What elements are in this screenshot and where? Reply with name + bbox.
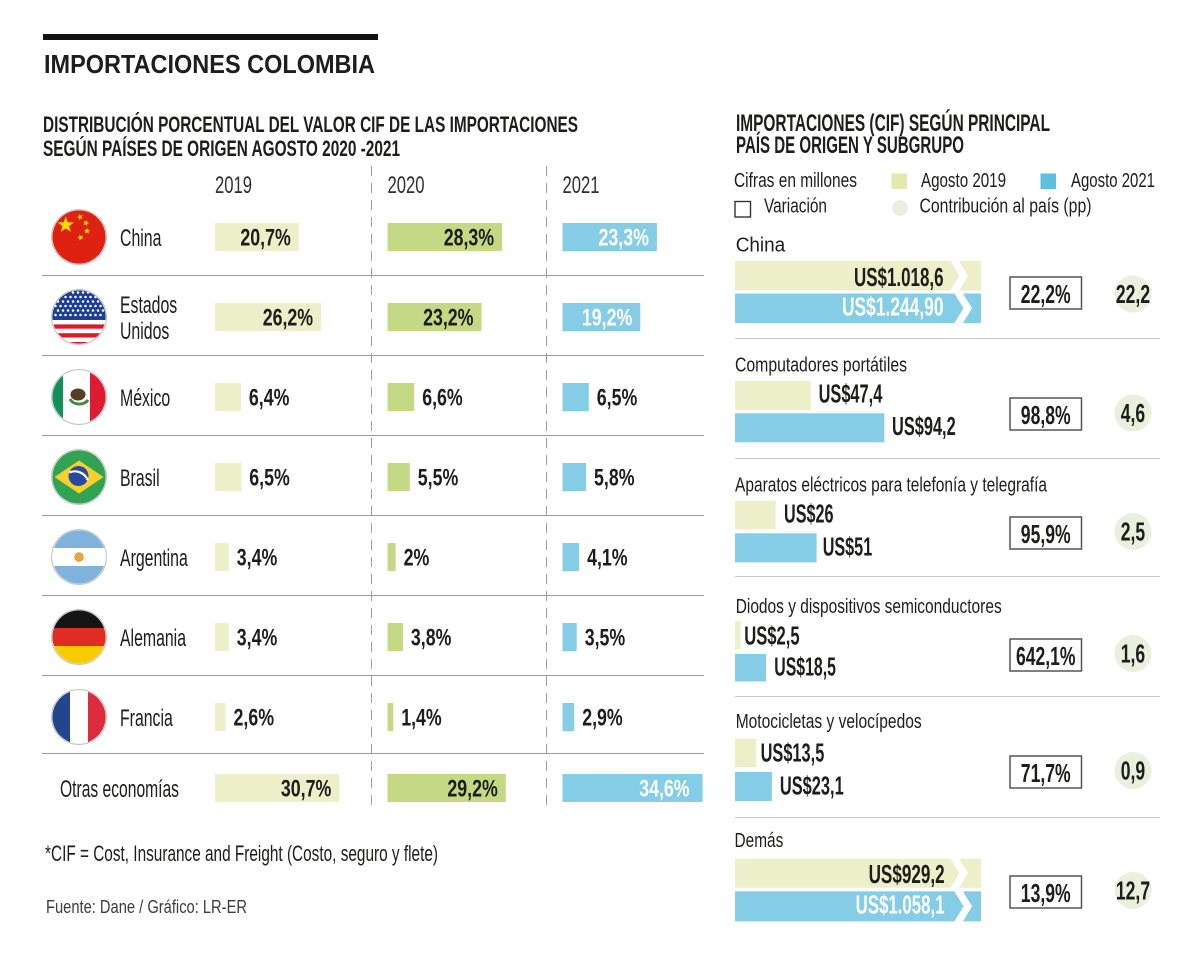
svg-text:DISTRIBUCIÓN PORCENTUAL DEL VA: DISTRIBUCIÓN PORCENTUAL DEL VALOR CIF DE… bbox=[43, 112, 578, 137]
svg-text:US$18,5: US$18,5 bbox=[774, 652, 836, 682]
svg-text:6,5%: 6,5% bbox=[249, 465, 289, 492]
svg-text:2019: 2019 bbox=[215, 172, 252, 199]
svg-text:3,8%: 3,8% bbox=[411, 625, 452, 652]
svg-text:US$1.018,6: US$1.018,6 bbox=[854, 262, 944, 292]
svg-text:US$1.244,90: US$1.244,90 bbox=[842, 292, 944, 322]
svg-text:China: China bbox=[120, 225, 162, 252]
svg-text:6,6%: 6,6% bbox=[422, 385, 463, 412]
svg-text:Aparatos eléctricos para telef: Aparatos eléctricos para telefonía y tel… bbox=[735, 473, 1047, 496]
svg-text:4,1%: 4,1% bbox=[587, 545, 628, 572]
svg-text:23,3%: 23,3% bbox=[599, 225, 649, 252]
svg-text:29,2%: 29,2% bbox=[447, 776, 497, 803]
svg-text:642,1%: 642,1% bbox=[1016, 641, 1076, 671]
svg-text:US$51: US$51 bbox=[823, 532, 873, 562]
svg-text:Computadores portátiles: Computadores portátiles bbox=[735, 354, 907, 377]
svg-text:US$2,5: US$2,5 bbox=[744, 620, 800, 650]
svg-text:22,2: 22,2 bbox=[1116, 279, 1150, 309]
svg-text:22,2%: 22,2% bbox=[1021, 279, 1071, 309]
svg-text:2,5: 2,5 bbox=[1121, 517, 1145, 547]
svg-text:6,4%: 6,4% bbox=[249, 385, 290, 412]
svg-text:0,9: 0,9 bbox=[1121, 756, 1145, 786]
svg-text:PAÍS DE ORIGEN Y SUBGRUPO: PAÍS DE ORIGEN Y SUBGRUPO bbox=[736, 131, 964, 159]
svg-text:Unidos: Unidos bbox=[120, 318, 169, 345]
svg-text:Alemania: Alemania bbox=[120, 625, 186, 652]
svg-text:Contribución al país (pp): Contribución al país (pp) bbox=[920, 195, 1092, 217]
svg-text:Motocicletas y velocípedos: Motocicletas y velocípedos bbox=[736, 710, 922, 733]
svg-text:IMPORTACIONES COLOMBIA: IMPORTACIONES COLOMBIA bbox=[44, 49, 375, 79]
svg-text:3,4%: 3,4% bbox=[237, 545, 277, 572]
svg-text:1,6: 1,6 bbox=[1121, 639, 1145, 669]
svg-text:China: China bbox=[736, 234, 786, 257]
svg-text:2021: 2021 bbox=[563, 172, 600, 199]
svg-text:2%: 2% bbox=[404, 545, 430, 572]
svg-text:Agosto 2019: Agosto 2019 bbox=[921, 170, 1006, 192]
svg-text:US$23,1: US$23,1 bbox=[780, 771, 844, 801]
svg-text:34,6%: 34,6% bbox=[639, 776, 689, 803]
svg-text:20,7%: 20,7% bbox=[240, 225, 290, 252]
svg-text:IMPORTACIONES (CIF) SEGÚN PRIN: IMPORTACIONES (CIF) SEGÚN PRINCIPAL bbox=[736, 109, 1050, 137]
svg-text:Otras economías: Otras economías bbox=[60, 776, 179, 803]
svg-text:*CIF = Cost, Insurance and Fre: *CIF = Cost, Insurance and Freight (Cost… bbox=[45, 841, 438, 866]
svg-text:Demás: Demás bbox=[735, 829, 784, 852]
svg-text:28,3%: 28,3% bbox=[444, 225, 494, 252]
svg-text:98,8%: 98,8% bbox=[1021, 400, 1071, 430]
svg-text:Argentina: Argentina bbox=[120, 545, 188, 572]
svg-text:Fuente: Dane / Gráfico: LR-ER: Fuente: Dane / Gráfico: LR-ER bbox=[46, 897, 247, 917]
svg-text:2,9%: 2,9% bbox=[582, 705, 623, 732]
svg-text:Agosto 2021: Agosto 2021 bbox=[1071, 170, 1155, 192]
svg-text:12,7: 12,7 bbox=[1116, 876, 1150, 906]
svg-text:30,7%: 30,7% bbox=[281, 776, 331, 803]
svg-text:1,4%: 1,4% bbox=[401, 705, 442, 732]
svg-text:Brasil: Brasil bbox=[120, 465, 160, 492]
svg-text:Francia: Francia bbox=[120, 705, 173, 732]
svg-text:Diodos y dispositivos semicond: Diodos y dispositivos semiconductores bbox=[736, 595, 1002, 618]
svg-text:5,5%: 5,5% bbox=[418, 465, 459, 492]
svg-text:3,4%: 3,4% bbox=[237, 625, 277, 652]
svg-text:Estados: Estados bbox=[120, 292, 177, 319]
svg-text:Cifras en millones: Cifras en millones bbox=[734, 170, 857, 192]
svg-text:US$47,4: US$47,4 bbox=[819, 379, 883, 409]
svg-text:US$26: US$26 bbox=[784, 499, 834, 529]
svg-text:2,6%: 2,6% bbox=[234, 705, 275, 732]
svg-text:US$13,5: US$13,5 bbox=[761, 738, 825, 768]
svg-text:US$94,2: US$94,2 bbox=[892, 411, 956, 441]
svg-text:19,2%: 19,2% bbox=[582, 305, 632, 332]
svg-text:23,2%: 23,2% bbox=[423, 305, 473, 332]
svg-text:México: México bbox=[120, 385, 170, 412]
svg-text:71,7%: 71,7% bbox=[1021, 758, 1071, 788]
svg-text:4,6: 4,6 bbox=[1121, 398, 1145, 428]
svg-text:95,9%: 95,9% bbox=[1021, 519, 1071, 549]
svg-text:SEGÚN PAÍSES DE ORIGEN AGOSTO: SEGÚN PAÍSES DE ORIGEN AGOSTO 2020 -2021 bbox=[43, 136, 400, 161]
svg-text:3,5%: 3,5% bbox=[585, 625, 626, 652]
svg-text:26,2%: 26,2% bbox=[263, 305, 313, 332]
svg-text:US$929,2: US$929,2 bbox=[869, 859, 945, 889]
svg-text:13,9%: 13,9% bbox=[1021, 878, 1071, 908]
svg-text:Variación: Variación bbox=[764, 195, 827, 217]
svg-text:5,8%: 5,8% bbox=[594, 465, 635, 492]
svg-text:2020: 2020 bbox=[388, 172, 425, 199]
svg-text:US$1.058,1: US$1.058,1 bbox=[856, 890, 945, 920]
svg-text:6,5%: 6,5% bbox=[597, 385, 638, 412]
